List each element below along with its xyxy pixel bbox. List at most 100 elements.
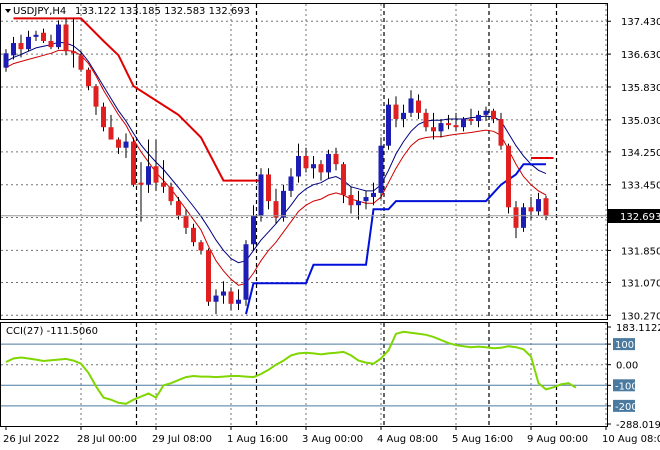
cci-tick-label: -200 [615,402,638,413]
candle-body [371,192,376,198]
candle-body [206,250,211,302]
price-tick-label: 134.250 [621,148,660,159]
candle-body [213,295,219,302]
candle-body [3,53,9,68]
candle-body [236,299,241,304]
candle-body [348,194,354,206]
candle [431,112,436,140]
candle [123,133,129,159]
candle [206,248,211,306]
candle-body [176,201,181,216]
candle-body [153,166,159,183]
candle-body [468,118,474,122]
candle [41,28,46,44]
candle-body [281,190,286,218]
candle [146,139,151,193]
time-tick-label: 9 Aug 00:00 [527,434,588,445]
candle-body [123,141,129,148]
candle-body [11,43,16,56]
cci-tick-label: -288.0196 [616,420,660,431]
price-tick-label: 130.270 [621,311,660,322]
candle-body [56,24,61,48]
candle [183,209,189,234]
candle-body [198,242,204,251]
candle-body [453,125,459,128]
candle [116,137,121,154]
cci-axis: 183.1122 100 0.00 -100 -200 -288.0196 [607,323,660,431]
candle [476,110,481,128]
candle-body [168,186,174,202]
candle [86,67,91,91]
candle-body [476,114,481,122]
candle [371,182,376,206]
candle [311,155,316,179]
cci-level-box [613,379,635,392]
candle [266,168,271,210]
candle [333,147,339,171]
candle [438,118,444,138]
candle [48,34,54,50]
dropdown-triangle-icon[interactable] [5,9,11,13]
price-tick-label: 131.070 [621,278,660,289]
candle [138,162,144,222]
candle-body [461,118,466,128]
candle [408,90,414,117]
candle-body [528,207,534,212]
stop-line-blue [245,163,546,315]
candle-body [303,155,309,169]
candle-body [438,123,444,132]
candle-body [63,24,69,52]
candle [56,20,61,50]
time-tick-label: 5 Aug 16:00 [452,434,513,445]
price-tick-label: 133.450 [621,181,660,192]
candle [273,188,279,224]
candle-body [266,174,271,202]
symbol-label[interactable]: USDJPY,H4 [13,6,66,17]
candle [33,30,39,41]
candle-body [393,104,399,119]
candle-body [446,123,451,126]
candle-body [33,34,39,37]
candle [26,30,31,52]
day-separators [135,4,558,319]
current-price-label: 132.693 [620,212,660,223]
candle-body [258,174,264,216]
candle [258,168,264,222]
candle [423,108,429,132]
candle-body [521,207,526,228]
candle-body [228,291,234,304]
candle-body [93,86,99,107]
candle-body [288,176,294,191]
candle-body [183,215,189,228]
candle [483,106,489,122]
time-tick-label: 28 Jul 00:00 [77,434,137,445]
candle [378,137,384,200]
candle-body [146,166,151,185]
candle-body [116,139,121,148]
candle-body [543,198,549,216]
candle-body [356,201,361,206]
time-axis: 26 Jul 2022 28 Jul 00:00 29 Jul 08:00 1 Aug… [3,426,660,445]
candlesticks [3,18,549,315]
candle [453,112,459,132]
cci-tick-label: 100 [615,340,634,351]
time-tick-label: 29 Jul 08:00 [152,434,212,445]
candle [18,34,24,58]
candle [296,143,301,183]
cci-line [5,330,577,405]
candle-body [491,110,496,119]
candle [543,195,549,221]
candle-body [251,215,256,245]
candle-body [363,197,369,202]
candle [446,114,451,130]
cci-panel-frame [0,322,608,427]
time-tick-label: 3 Aug 00:00 [302,434,363,445]
candle [191,223,196,247]
candle-body [26,36,31,50]
candle-body [18,43,24,50]
candle [161,160,166,193]
candle-body [131,141,136,185]
candle-body [408,98,414,113]
candle-body [386,104,391,146]
cci-grid [1,323,607,426]
